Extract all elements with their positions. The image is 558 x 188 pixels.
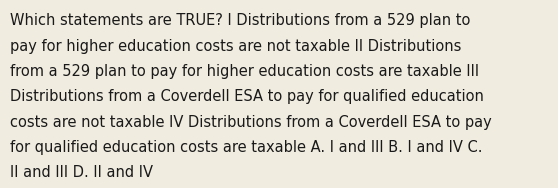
Text: Which statements are TRUE? I Distributions from a 529 plan to: Which statements are TRUE? I Distributio… xyxy=(10,13,470,28)
Text: costs are not taxable IV Distributions from a Coverdell ESA to pay: costs are not taxable IV Distributions f… xyxy=(10,115,492,130)
Text: pay for higher education costs are not taxable II Distributions: pay for higher education costs are not t… xyxy=(10,39,461,54)
Text: II and III D. II and IV: II and III D. II and IV xyxy=(10,165,153,180)
Text: from a 529 plan to pay for higher education costs are taxable III: from a 529 plan to pay for higher educat… xyxy=(10,64,479,79)
Text: Distributions from a Coverdell ESA to pay for qualified education: Distributions from a Coverdell ESA to pa… xyxy=(10,89,484,104)
Text: for qualified education costs are taxable A. I and III B. I and IV C.: for qualified education costs are taxabl… xyxy=(10,140,483,155)
